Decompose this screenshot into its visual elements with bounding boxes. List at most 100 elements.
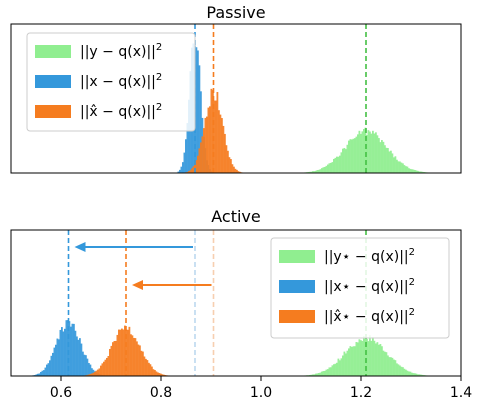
histogram-bar	[219, 114, 222, 173]
histogram-bar	[310, 374, 313, 376]
histogram-bar	[62, 331, 65, 376]
histogram-bar	[406, 370, 409, 376]
histogram-bar	[355, 136, 358, 173]
shift-arrow-1	[132, 280, 212, 290]
histogram-bar	[56, 338, 59, 376]
axes-frame	[10, 229, 462, 377]
histogram-bar	[83, 354, 86, 376]
histogram-bar	[351, 139, 353, 173]
histogram-bar	[218, 110, 220, 173]
histogram-bar	[70, 326, 72, 376]
histogram-bar	[409, 168, 412, 173]
histogram-bar	[379, 344, 382, 376]
histogram-bar	[46, 364, 48, 376]
histogram-bar	[358, 339, 361, 376]
histogram-bar	[49, 360, 51, 376]
histogram-bar	[140, 350, 143, 376]
histogram-bar	[186, 123, 189, 173]
histogram-bar	[337, 358, 340, 376]
histogram-bar	[197, 155, 199, 173]
histogram-bar	[390, 357, 392, 376]
histogram-bar	[412, 373, 415, 376]
histogram-bar	[106, 357, 108, 376]
arrow-head	[74, 242, 86, 252]
legend-swatch	[279, 250, 315, 263]
histogram-bar	[382, 350, 385, 376]
histogram-bar	[118, 329, 120, 376]
histogram-bar	[94, 371, 96, 376]
histogram-bar	[369, 131, 371, 173]
histogram-bar	[179, 169, 181, 173]
histogram-bar	[384, 351, 386, 376]
histogram-bar	[384, 145, 386, 173]
histogram-bar	[155, 371, 158, 376]
histogram-bar	[53, 347, 56, 376]
histogram-bar	[387, 355, 389, 376]
histogram-bar	[366, 135, 368, 173]
histogram-bar	[201, 136, 204, 173]
histogram-bar	[415, 170, 418, 173]
histogram-bar	[113, 340, 116, 376]
histogram-bar	[47, 363, 50, 376]
histogram-bar	[77, 339, 80, 376]
histogram-bar	[195, 47, 198, 173]
histogram-bar	[394, 360, 397, 376]
histogram-bar	[417, 374, 419, 376]
histogram-bar	[107, 356, 110, 376]
histogram-bar	[324, 166, 326, 173]
histogram-bar	[52, 352, 54, 376]
histogram-bar	[82, 351, 84, 376]
legend-label: ||y − q(x)||2	[80, 42, 162, 60]
histogram-bar	[345, 353, 347, 376]
histogram-bar	[148, 362, 150, 376]
histogram-bar	[343, 148, 346, 173]
histogram-bar	[124, 325, 126, 376]
histogram-bar	[408, 371, 410, 376]
histogram-bar	[324, 370, 326, 376]
panel-active: Active 0.6 0.8 1.0 1.2 1.4 ||y⋆ − q(x)||2 ||x⋆ …	[10, 207, 472, 401]
histogram-bar	[313, 171, 316, 173]
legend-swatch	[279, 310, 315, 323]
histogram-series-0	[301, 335, 430, 376]
histogram-bar	[68, 321, 71, 376]
histogram-bar	[312, 171, 314, 173]
histogram-bar	[101, 363, 104, 376]
histogram-bar	[236, 169, 238, 173]
histogram-bar	[73, 323, 75, 376]
histogram-bar	[345, 149, 347, 173]
histogram-bar	[185, 139, 187, 173]
histogram-bar	[375, 132, 377, 173]
histogram-bar	[121, 328, 123, 376]
histogram-bar	[379, 142, 382, 173]
arrow-head	[132, 280, 143, 290]
histogram-bar	[191, 168, 193, 173]
histogram-bar	[340, 358, 343, 376]
histogram-bar	[203, 128, 205, 173]
x-tick-label: 1.2	[350, 385, 372, 401]
histogram-bar	[385, 352, 388, 376]
histogram-bar	[207, 107, 210, 173]
histogram-bar	[38, 373, 41, 376]
panel-title: Passive	[206, 3, 265, 22]
histogram-bar	[364, 127, 367, 173]
histogram-bar	[74, 330, 77, 376]
histogram-bar	[328, 367, 331, 376]
histogram-bar	[65, 320, 68, 376]
histogram-bar	[95, 370, 98, 376]
histogram-bar	[130, 334, 132, 376]
histogram-bar	[183, 152, 186, 173]
histogram-bar	[342, 355, 344, 376]
histogram-bar	[357, 342, 359, 376]
histogram-bar	[334, 157, 337, 173]
x-tick-label: 0.8	[150, 385, 172, 401]
histogram-bar	[312, 374, 314, 376]
histogram-bar	[316, 170, 319, 173]
histogram-bar	[209, 106, 211, 173]
histogram-bar	[352, 346, 355, 376]
legend: ||y⋆ − q(x)||2 ||x⋆ − q(x)||2 ||x̂⋆ − q(x)…	[270, 237, 450, 339]
histogram-bar	[321, 168, 323, 173]
histogram-bar	[400, 366, 403, 376]
histogram-bar	[406, 166, 409, 173]
histogram-bar	[160, 373, 162, 376]
histogram-bar	[41, 370, 44, 376]
